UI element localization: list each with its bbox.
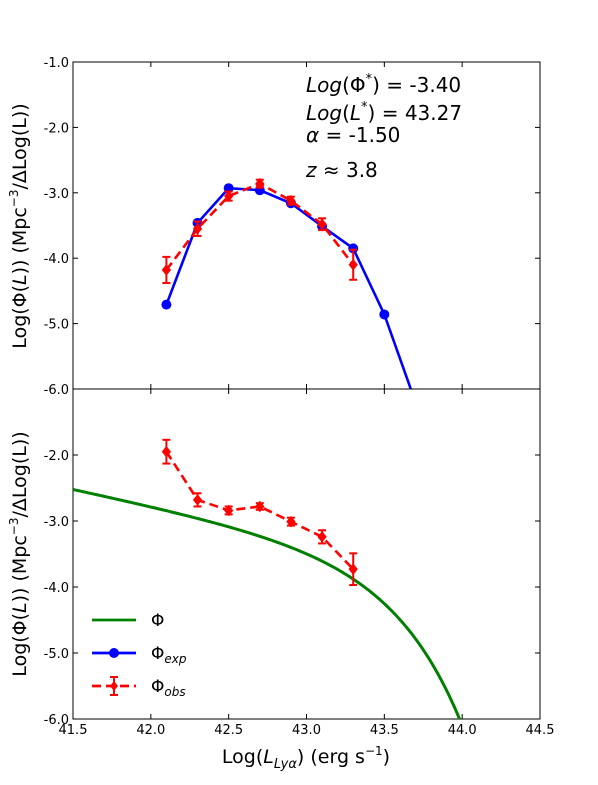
bottom-panel: -2.0 -3.0 -4.0 -5.0 -6.0 41.5 42.0 42.5 43.0 43.… bbox=[7, 388, 555, 772]
top-plot-area bbox=[161, 177, 413, 389]
annotation-redshift: z ≈ 3.8 bbox=[305, 158, 378, 182]
bottom-xtick-label: 42.0 bbox=[136, 723, 165, 738]
top-obs-point bbox=[317, 218, 327, 230]
legend-label: Φ bbox=[151, 611, 164, 631]
legend-label: Φexp bbox=[151, 644, 187, 666]
top-exp-point bbox=[161, 299, 172, 310]
top-obs-point bbox=[348, 258, 358, 271]
top-panel: -1.0 -2.0 -3.0 -4.0 -5.0 -6.0 Log(Φ(L)) (Mpc−… bbox=[7, 56, 541, 398]
legend-label: Φobs bbox=[151, 677, 186, 699]
bottom-y-axis-label: Log(Φ(L)) (Mpc−3/ΔLog(L)) bbox=[7, 431, 31, 676]
top-y-axis: -1.0 -2.0 -3.0 -4.0 -5.0 -6.0 bbox=[44, 56, 540, 398]
top-obs-point bbox=[255, 177, 265, 190]
bottom-xtick-label: 44.0 bbox=[448, 723, 477, 738]
top-exp-point bbox=[379, 309, 390, 320]
legend: Φ Φexp Φobs bbox=[92, 611, 187, 699]
top-exp-line bbox=[165, 186, 413, 389]
top-ytick-label: -2.0 bbox=[44, 121, 69, 136]
top-x-axis bbox=[72, 62, 541, 389]
annotation-alpha: α = -1.50 bbox=[306, 123, 400, 147]
bottom-ytick-label: -4.0 bbox=[44, 581, 69, 596]
bottom-plot-area bbox=[73, 438, 462, 719]
bottom-ytick-label: -5.0 bbox=[44, 647, 69, 662]
bottom-obs-point bbox=[317, 531, 327, 543]
legend-marker-circle bbox=[109, 648, 119, 658]
bottom-obs-point bbox=[192, 494, 203, 506]
bottom-x-axis: 41.5 42.0 42.5 43.0 43.5 44.0 44.5 bbox=[59, 389, 555, 738]
top-ytick-label: -6.0 bbox=[44, 383, 69, 398]
bottom-xtick-label: 43.0 bbox=[292, 723, 321, 738]
bottom-schechter-line bbox=[73, 488, 462, 719]
bottom-obs-point bbox=[255, 500, 265, 513]
top-y-axis-label: Log(Φ(L)) (Mpc−3/ΔLog(L)) bbox=[7, 103, 31, 348]
bottom-obs-point bbox=[348, 563, 358, 575]
bottom-obs-point bbox=[286, 515, 296, 528]
bottom-ytick-label: -6.0 bbox=[44, 713, 69, 728]
top-obs-point bbox=[192, 222, 203, 235]
bottom-xtick-label: 44.5 bbox=[526, 723, 555, 738]
bottom-ytick-label: -3.0 bbox=[44, 515, 69, 530]
top-exp-point bbox=[348, 243, 359, 254]
top-ytick-label: -3.0 bbox=[44, 187, 69, 202]
bottom-xtick-label: 43.5 bbox=[370, 723, 399, 738]
top-ytick-label: -1.0 bbox=[44, 56, 69, 71]
bottom-ytick-label: -2.0 bbox=[44, 449, 69, 464]
bottom-xtick-label: 42.5 bbox=[214, 723, 243, 738]
bottom-y-axis: -2.0 -3.0 -4.0 -5.0 -6.0 bbox=[44, 449, 540, 728]
top-ytick-label: -5.0 bbox=[44, 318, 69, 333]
annotation-phi-star: Log(Φ*) = -3.40 bbox=[306, 72, 461, 97]
bottom-xtick-label: 41.5 bbox=[59, 723, 88, 738]
annotation-l-star: Log(L*) = 43.27 bbox=[306, 100, 462, 125]
top-annotation: Log(Φ*) = -3.40 Log(L*) = 43.27 α = -1.5… bbox=[305, 72, 462, 182]
top-obs-point bbox=[224, 190, 234, 202]
bottom-obs-point bbox=[161, 445, 172, 458]
top-ytick-label: -4.0 bbox=[44, 252, 69, 267]
bottom-obs-point bbox=[224, 504, 234, 517]
top-obs-point bbox=[161, 264, 172, 276]
x-axis-label: Log(LLyα) (erg s−1) bbox=[222, 744, 390, 772]
top-obs-point bbox=[286, 194, 296, 207]
legend-marker-diamond bbox=[110, 681, 118, 691]
